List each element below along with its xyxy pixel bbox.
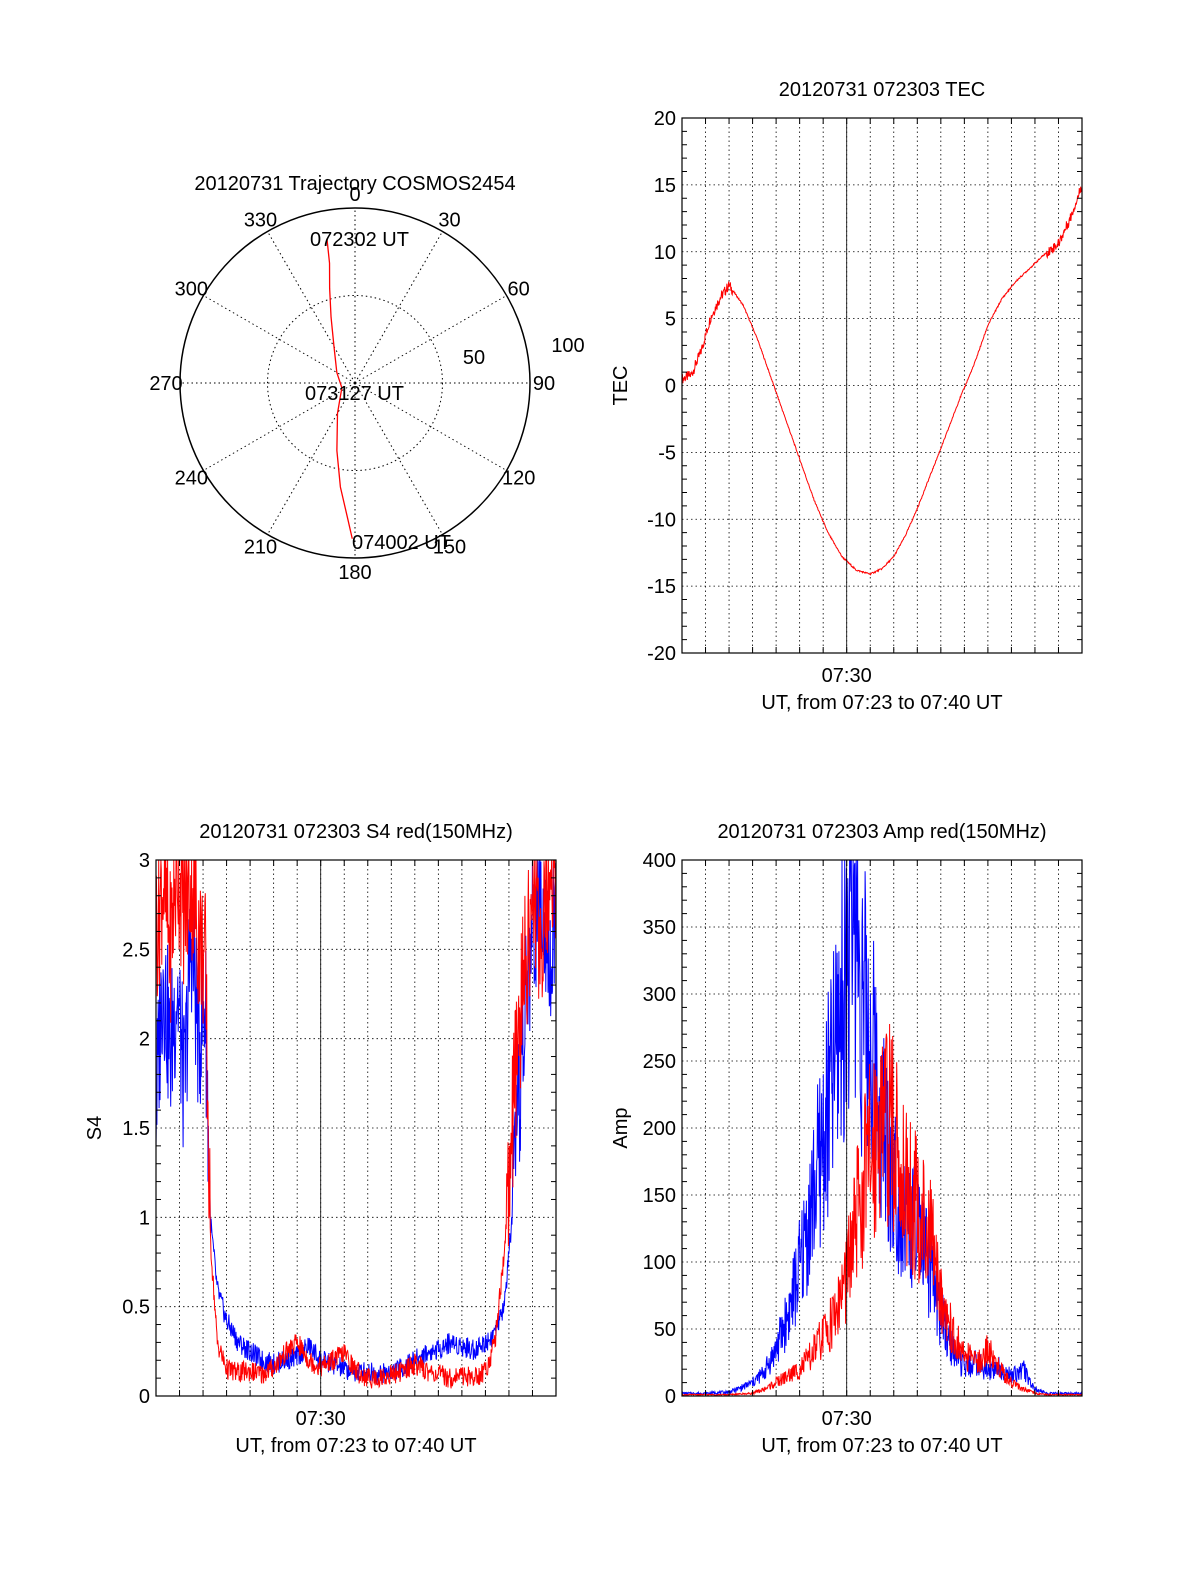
y-tick-label: 0.5: [122, 1297, 150, 1319]
y-tick-label: 10: [654, 242, 676, 264]
polar-angle-label-240: 240: [175, 468, 208, 490]
y-tick-label: 3: [139, 850, 150, 872]
polar-radius-label-50: 50: [463, 347, 485, 369]
x-axis-label: UT, from 07:23 to 07:40 UT: [235, 1435, 476, 1457]
y-tick-label: -10: [647, 509, 676, 531]
trajectory-line: [326, 238, 353, 539]
trajectory-annotation: 072302 UT: [310, 229, 409, 251]
plot-title: 20120731 072303 S4 red(150MHz): [199, 821, 513, 843]
trajectory-annotation: 073127 UT: [305, 383, 404, 405]
plot-title: 20120731 072303 Amp red(150MHz): [717, 821, 1046, 843]
y-axis-label: Amp: [610, 1107, 632, 1148]
x-axis-label: UT, from 07:23 to 07:40 UT: [761, 1435, 1002, 1457]
y-tick-label: 5: [665, 309, 676, 331]
polar-spoke: [354, 231, 443, 384]
polar-angle-label-120: 120: [502, 468, 535, 490]
x-tick-label: 07:30: [822, 1408, 872, 1430]
polar-angle-label-330: 330: [244, 209, 277, 231]
y-axis-label: TEC: [610, 366, 632, 406]
polar-spoke: [354, 295, 507, 384]
polar-angle-label-0: 0: [349, 184, 360, 206]
y-tick-label: 150: [643, 1185, 676, 1207]
polar-spoke: [267, 382, 356, 535]
y-tick-label: -15: [647, 576, 676, 598]
polar-angle-label-30: 30: [438, 209, 460, 231]
plot-frame: [681, 859, 1083, 1397]
plot-2: 0 0.5 1 1.5 2 2.5 3 07:30 20120731 072303 S4 red…: [84, 821, 557, 1457]
polar-angle-label-150: 150: [433, 537, 466, 559]
y-tick-label: 50: [654, 1319, 676, 1341]
series-group: [681, 859, 1083, 1397]
plot-1: -20 -15 -10 -5 0 5 10 15 20 07:30 20120731 072303 …: [610, 79, 1083, 714]
plot-frame: [681, 117, 1083, 654]
polar-angle-label-90: 90: [533, 373, 555, 395]
series-line-0: [155, 859, 557, 1385]
trajectory-title: 20120731 Trajectory COSMOS2454: [194, 173, 515, 195]
polar-angle-label-60: 60: [508, 279, 530, 301]
trajectory-annotation: 074002 UT: [352, 532, 451, 554]
y-tick-label: 200: [643, 1118, 676, 1140]
polar-radius-label-100: 100: [551, 335, 584, 357]
polar-angle-label-300: 300: [175, 279, 208, 301]
series-line-1: [681, 1023, 1083, 1397]
x-tick-label: 07:30: [822, 665, 872, 687]
y-tick-label: 15: [654, 175, 676, 197]
y-tick-label: 20: [654, 108, 676, 130]
y-tick-label: 350: [643, 917, 676, 939]
series-group: [681, 186, 1083, 576]
polar-angle-label-270: 270: [149, 373, 182, 395]
y-tick-label: 2: [139, 1029, 150, 1051]
y-tick-label: 400: [643, 850, 676, 872]
polar-angle-label-210: 210: [244, 537, 277, 559]
y-tick-label: -20: [647, 643, 676, 665]
y-tick-label: -5: [658, 442, 676, 464]
y-axis-label: S4: [84, 1116, 106, 1140]
x-tick-label: 07:30: [296, 1408, 346, 1430]
series-line-0: [681, 186, 1083, 576]
y-tick-label: 1.5: [122, 1118, 150, 1140]
y-tick-label: 0: [139, 1386, 150, 1408]
y-tick-label: 250: [643, 1051, 676, 1073]
y-tick-label: 100: [643, 1252, 676, 1274]
y-tick-label: 2.5: [122, 939, 150, 961]
series-line-1: [155, 859, 557, 1389]
series-group: [155, 859, 557, 1389]
plot-3: 0 50 100 150 200 250 300 350 400 07:30 20120731 07…: [610, 821, 1083, 1457]
plot-title: 20120731 072303 TEC: [779, 79, 985, 101]
polar-angle-label-180: 180: [338, 562, 371, 584]
polar-ring-50: [267, 295, 443, 471]
y-tick-label: 1: [139, 1207, 150, 1229]
y-tick-label: 0: [665, 376, 676, 398]
y-tick-label: 300: [643, 984, 676, 1006]
x-axis-label: UT, from 07:23 to 07:40 UT: [761, 692, 1002, 714]
polar-outer-circle: [179, 207, 531, 559]
y-tick-label: 0: [665, 1386, 676, 1408]
plot-frame: [155, 859, 557, 1397]
